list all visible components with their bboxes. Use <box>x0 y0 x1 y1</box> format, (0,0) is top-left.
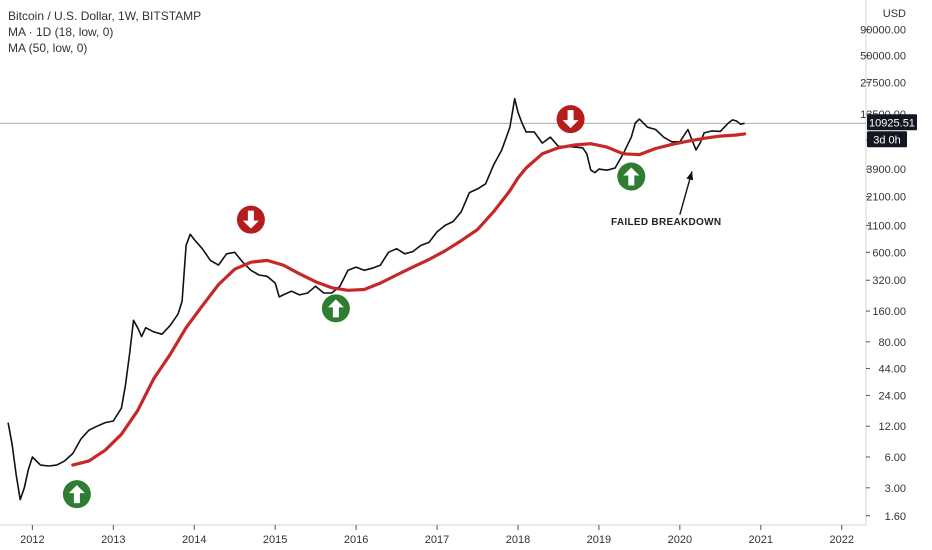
legend: Bitcoin / U.S. Dollar, 1W, BITSTAMP MA ·… <box>8 8 201 56</box>
y-unit-label: USD <box>883 8 906 20</box>
y-tick-label: 12.00 <box>878 421 906 433</box>
x-tick-label: 2016 <box>344 534 368 546</box>
annotation-arrowhead <box>686 171 694 181</box>
x-tick-label: 2022 <box>829 534 853 546</box>
indicator-legend-ma-18: MA · 1D (18, low, 0) <box>8 25 114 39</box>
y-tick-label: 160.00 <box>872 306 906 318</box>
y-tick-label: 600.00 <box>872 247 906 259</box>
x-tick-label: 2019 <box>587 534 611 546</box>
y-tick-label: 50000.00 <box>860 51 906 63</box>
last-price-tag <box>867 114 917 131</box>
y-tick-label: 320.00 <box>872 275 906 287</box>
y-tick-label: 44.00 <box>878 363 906 375</box>
arrow-up-icon <box>623 167 640 186</box>
y-tick-label: 2100.00 <box>866 192 906 204</box>
y-tick-label: 3900.00 <box>866 164 906 176</box>
annotation-failed-breakdown: FAILED BREAKDOWN <box>611 217 722 228</box>
countdown-label: 3d 0h <box>873 134 901 146</box>
y-tick-label: 24.00 <box>878 390 906 402</box>
arrow-up-icon <box>68 485 85 504</box>
series-ma-50 <box>71 132 747 467</box>
y-tick-label: 6.00 <box>885 452 906 464</box>
x-tick-label: 2012 <box>20 534 44 546</box>
chart-title: Bitcoin / U.S. Dollar, 1W, BITSTAMP <box>8 9 202 23</box>
arrow-down-icon <box>242 210 259 229</box>
x-tick-label: 2013 <box>101 534 125 546</box>
last-price-label: 10925.51 <box>869 117 915 129</box>
x-tick-label: 2020 <box>668 534 692 546</box>
y-tick-label: 90000.00 <box>860 25 906 37</box>
x-tick-label: 2015 <box>263 534 287 546</box>
x-tick-label: 2021 <box>749 534 773 546</box>
arrow-up-icon <box>327 299 344 318</box>
countdown-tag <box>867 131 907 148</box>
x-tick-label: 2017 <box>425 534 449 546</box>
y-tick-label: 27500.00 <box>860 77 906 89</box>
series-btc-usd <box>7 97 745 501</box>
indicator-legend-ma-50: MA (50, low, 0) <box>8 41 88 55</box>
y-tick-label: 1100.00 <box>867 220 906 232</box>
y-tick-label: 3.00 <box>885 483 906 495</box>
x-tick-label: 2018 <box>506 534 530 546</box>
y-tick-label: 80.00 <box>878 337 906 349</box>
y-tick-label: 1.60 <box>885 511 906 523</box>
arrow-down-icon <box>562 110 579 129</box>
x-tick-label: 2014 <box>182 534 206 546</box>
